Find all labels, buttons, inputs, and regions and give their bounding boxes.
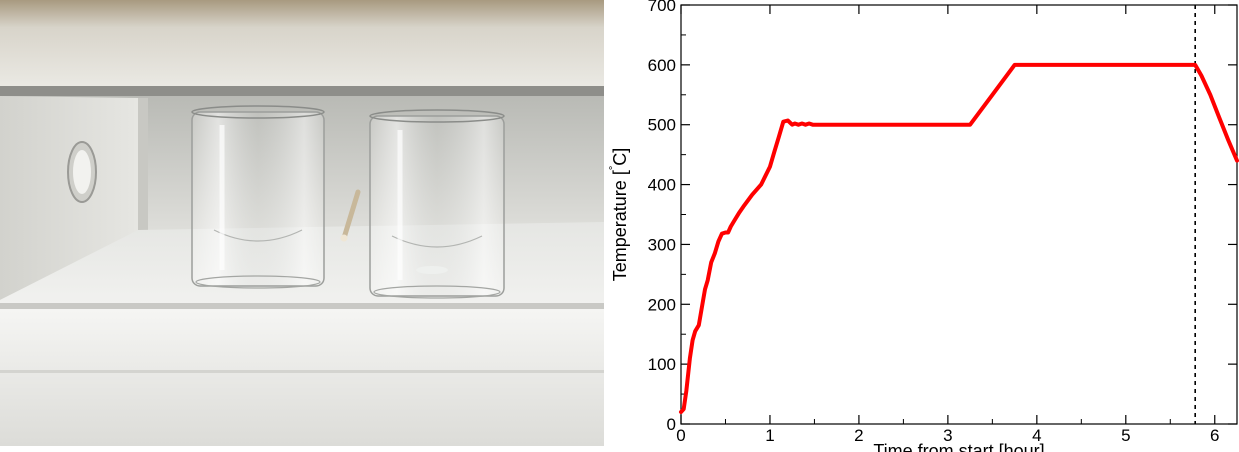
x-tick-label: 0 [676, 426, 685, 445]
y-tick-label: 300 [648, 235, 676, 254]
temperature-series-line [679, 62, 1239, 414]
front-ledge [0, 305, 604, 446]
axis-ticks: 0 1 2 3 4 5 6 0 100 200 300 400 500 600 700 [648, 0, 1237, 445]
furnace-ceiling [0, 0, 604, 92]
plot-border [680, 4, 1238, 425]
y-tick-label: 500 [648, 116, 676, 135]
furnace-photo [0, 0, 604, 446]
svg-text:Temperature [°C]: Temperature [°C] [608, 148, 630, 281]
x-tick-label: 2 [854, 426, 863, 445]
y-axis-label: Temperature [°C] [608, 148, 630, 281]
chart-svg: 0 1 2 3 4 5 6 0 100 200 300 400 500 600 700 Time from … [608, 0, 1239, 452]
y-axis-label-degree: ° [608, 166, 620, 170]
series-layer [679, 5, 1239, 424]
x-tick-label: 6 [1210, 426, 1219, 445]
y-tick-label: 400 [648, 176, 676, 195]
y-axis-label-main: Temperature [ [610, 170, 630, 281]
ceiling-edge [0, 86, 604, 96]
x-tick-label: 3 [943, 426, 952, 445]
plot-frame [680, 4, 1238, 425]
x-tick-label: 4 [1032, 426, 1041, 445]
temperature-chart: 0 1 2 3 4 5 6 0 100 200 300 400 500 600 700 Time from … [604, 0, 1239, 452]
beaker-left [191, 105, 325, 289]
thermocouple-rod [341, 189, 361, 241]
x-tick-label: 5 [1121, 426, 1130, 445]
y-tick-label: 0 [667, 415, 676, 434]
y-tick-label: 200 [648, 295, 676, 314]
y-tick-label: 600 [648, 56, 676, 75]
y-tick-label: 100 [648, 355, 676, 374]
beaker-right [369, 109, 505, 299]
x-tick-label: 1 [765, 426, 774, 445]
y-tick-label: 700 [648, 0, 676, 15]
y-axis-label-unit: C] [610, 148, 630, 166]
furnace-photo-drawing [0, 0, 604, 446]
x-axis-label: Time from start [hour] [873, 441, 1044, 452]
